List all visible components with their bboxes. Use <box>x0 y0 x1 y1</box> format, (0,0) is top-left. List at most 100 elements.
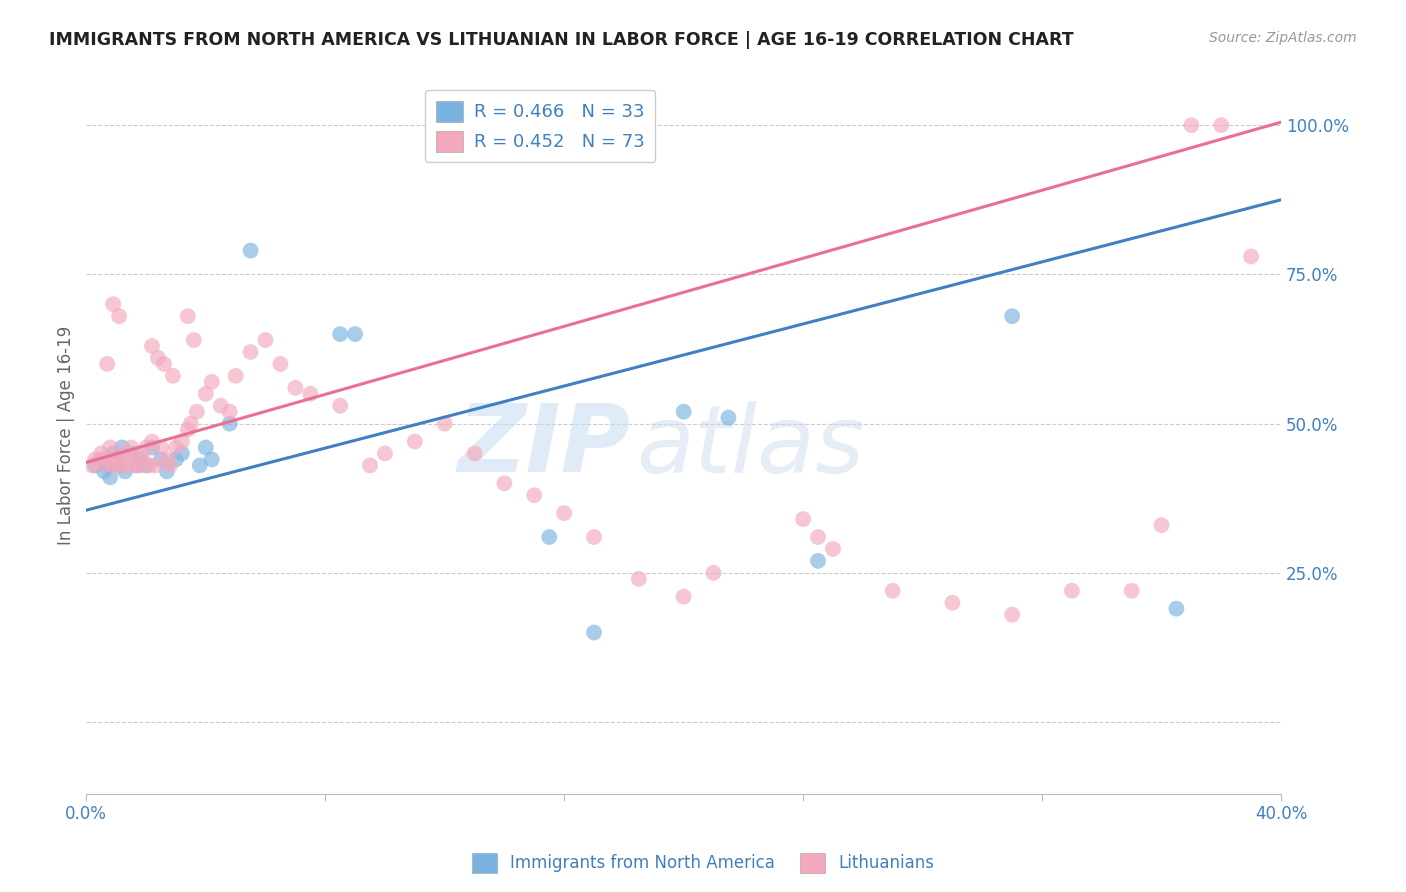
Point <box>582 625 605 640</box>
Point <box>359 458 381 473</box>
Point <box>96 452 118 467</box>
Point <box>165 441 187 455</box>
Point <box>143 458 166 473</box>
Point <box>1180 118 1202 132</box>
Point <box>523 488 546 502</box>
Point <box>132 452 155 467</box>
Point <box>170 446 193 460</box>
Point <box>101 446 124 460</box>
Text: Source: ZipAtlas.com: Source: ZipAtlas.com <box>1209 31 1357 45</box>
Point <box>1166 601 1188 615</box>
Point <box>146 351 169 365</box>
Point <box>201 375 224 389</box>
Point <box>177 309 200 323</box>
Text: atlas: atlas <box>636 401 865 491</box>
Point <box>111 441 134 455</box>
Y-axis label: In Labor Force | Age 16-19: In Labor Force | Age 16-19 <box>58 326 75 545</box>
Point <box>807 530 830 544</box>
Point <box>218 405 240 419</box>
Point <box>627 572 650 586</box>
Point <box>1150 518 1173 533</box>
Point <box>125 446 148 460</box>
Point <box>1001 309 1024 323</box>
Point <box>105 452 128 467</box>
Point <box>225 368 247 383</box>
Point <box>129 458 152 473</box>
Point <box>125 458 148 473</box>
Point <box>177 423 200 437</box>
Point <box>96 357 118 371</box>
Point <box>149 441 172 455</box>
Point <box>882 583 904 598</box>
Point <box>821 541 844 556</box>
Point <box>159 458 181 473</box>
Point <box>108 458 131 473</box>
Point <box>702 566 724 580</box>
Point <box>582 530 605 544</box>
Point <box>108 458 131 473</box>
Point <box>183 333 205 347</box>
Point <box>672 590 695 604</box>
Point <box>135 458 157 473</box>
Point <box>201 452 224 467</box>
Point <box>553 506 575 520</box>
Point <box>464 446 486 460</box>
Point <box>82 458 104 473</box>
Point <box>194 441 217 455</box>
Point <box>153 357 176 371</box>
Point <box>90 446 112 460</box>
Point <box>114 458 136 473</box>
Point <box>105 452 128 467</box>
Point <box>807 554 830 568</box>
Point <box>138 458 160 473</box>
Point <box>101 458 124 473</box>
Point <box>374 446 396 460</box>
Point <box>329 327 352 342</box>
Point <box>165 452 187 467</box>
Text: ZIP: ZIP <box>457 401 630 492</box>
Point <box>120 441 142 455</box>
Point <box>186 405 208 419</box>
Point <box>141 434 163 449</box>
Point <box>239 244 262 258</box>
Point <box>299 386 322 401</box>
Point <box>1211 118 1233 132</box>
Point <box>1121 583 1143 598</box>
Point <box>101 297 124 311</box>
Point <box>1001 607 1024 622</box>
Point <box>254 333 277 347</box>
Point <box>538 530 561 544</box>
Point <box>404 434 426 449</box>
Point <box>717 410 740 425</box>
Point <box>93 458 115 473</box>
Legend: R = 0.466   N = 33, R = 0.452   N = 73: R = 0.466 N = 33, R = 0.452 N = 73 <box>425 90 655 162</box>
Point <box>117 452 139 467</box>
Point <box>141 339 163 353</box>
Point <box>120 446 142 460</box>
Point <box>209 399 232 413</box>
Point <box>135 441 157 455</box>
Point <box>141 441 163 455</box>
Point <box>156 452 179 467</box>
Point <box>344 327 367 342</box>
Point <box>114 464 136 478</box>
Point <box>122 458 145 473</box>
Point <box>284 381 307 395</box>
Point <box>98 470 121 484</box>
Point <box>149 452 172 467</box>
Point <box>129 452 152 467</box>
Point <box>941 596 963 610</box>
Point <box>90 452 112 467</box>
Point <box>98 441 121 455</box>
Point <box>93 464 115 478</box>
Point <box>672 405 695 419</box>
Point <box>792 512 814 526</box>
Point <box>156 464 179 478</box>
Point <box>162 368 184 383</box>
Legend: Immigrants from North America, Lithuanians: Immigrants from North America, Lithuania… <box>465 847 941 880</box>
Text: IMMIGRANTS FROM NORTH AMERICA VS LITHUANIAN IN LABOR FORCE | AGE 16-19 CORRELATI: IMMIGRANTS FROM NORTH AMERICA VS LITHUAN… <box>49 31 1074 49</box>
Point <box>1240 250 1263 264</box>
Point <box>218 417 240 431</box>
Point <box>108 309 131 323</box>
Point <box>188 458 211 473</box>
